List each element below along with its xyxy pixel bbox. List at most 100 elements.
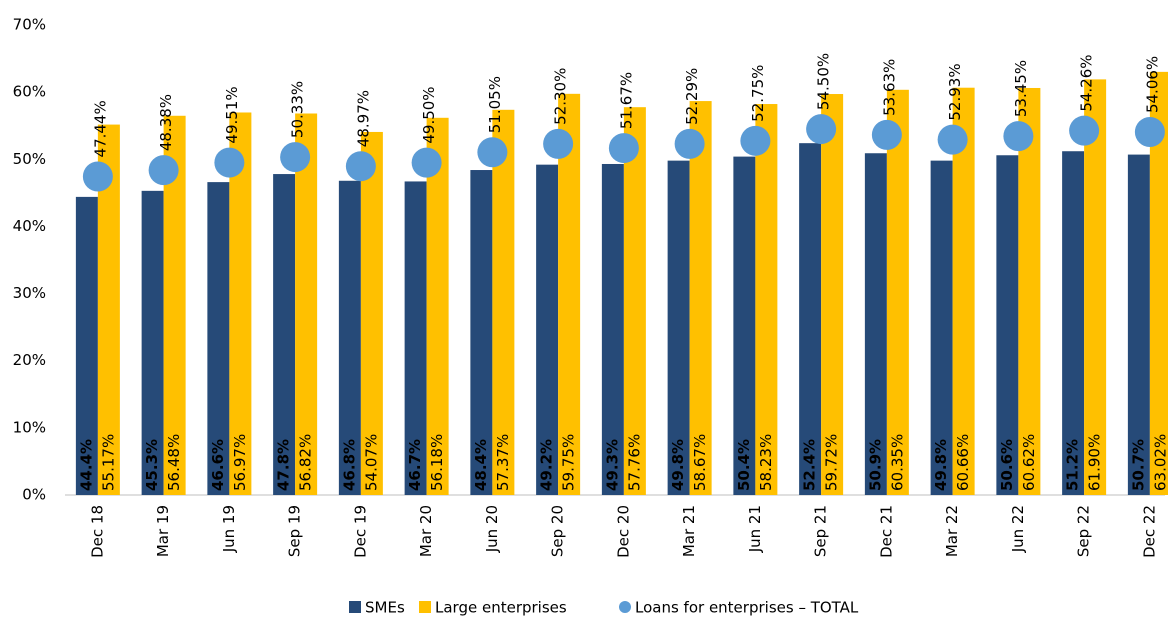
x-tick-label: Jun 20 (483, 505, 501, 553)
x-tick-label: Dec 18 (88, 505, 106, 558)
point-value-label: 48.38% (157, 94, 175, 151)
bar-value-label: 60.66% (954, 434, 972, 491)
point-value-label: 48.97% (354, 90, 372, 147)
bar-value-label: 56.18% (428, 434, 446, 491)
legend-swatch (619, 601, 631, 613)
point-value-label: 51.67% (617, 72, 635, 129)
bar-value-label: 60.62% (1020, 434, 1038, 491)
bar (952, 87, 975, 495)
point (82, 161, 113, 192)
point (674, 128, 705, 159)
bar (1084, 79, 1107, 495)
bar (1018, 87, 1041, 495)
x-tick-label: Jun 21 (746, 505, 764, 553)
bar-value-label: 57.76% (625, 434, 643, 491)
legend-label: SMEs (365, 599, 405, 617)
legend-label: Large enterprises (435, 599, 567, 617)
point-value-label: 52.75% (749, 65, 767, 122)
legend-label: Loans for enterprises – TOTAL (635, 599, 859, 617)
point (477, 137, 508, 168)
bar (799, 143, 822, 495)
bar (886, 89, 909, 496)
y-tick-label: 0% (22, 486, 46, 504)
bar-value-label: 46.6% (209, 439, 227, 491)
bar (623, 107, 646, 495)
bar-value-label: 61.90% (1086, 434, 1104, 491)
x-tick-label: Sep 19 (286, 505, 304, 557)
bar (141, 190, 164, 496)
bar (338, 180, 361, 495)
bar-value-label: 46.7% (406, 439, 424, 491)
point-value-label: 51.05% (486, 76, 504, 133)
bar (996, 155, 1019, 495)
bar (930, 160, 953, 495)
bar (755, 104, 778, 495)
x-tick-label: Jun 19 (220, 505, 238, 553)
bar (733, 156, 756, 495)
y-tick-label: 50% (13, 150, 46, 168)
point-value-label: 52.93% (946, 63, 964, 120)
x-tick-label: Sep 22 (1075, 505, 1093, 557)
x-tick-label: Dec 20 (614, 505, 632, 558)
bar-value-label: 49.2% (538, 439, 556, 491)
bar (1062, 151, 1085, 495)
point (1134, 117, 1165, 148)
bar (207, 182, 230, 495)
point-value-label: 52.30% (552, 68, 570, 125)
bar-value-label: 50.6% (998, 439, 1016, 491)
point (214, 147, 245, 178)
bar (470, 170, 493, 495)
x-tick-label: Mar 22 (943, 505, 961, 557)
bar (1127, 154, 1150, 496)
bar (273, 174, 296, 496)
bar (360, 131, 383, 496)
point-value-label: 49.51% (223, 86, 241, 143)
x-tick-label: Dec 22 (1140, 505, 1158, 558)
x-tick-label: Sep 21 (812, 505, 830, 557)
bar-value-label: 45.3% (143, 439, 161, 491)
point-value-label: 54.06% (1143, 56, 1161, 113)
bar-value-label: 58.23% (757, 434, 775, 491)
x-tick-label: Mar 20 (417, 505, 435, 557)
point (608, 133, 639, 164)
point-value-label: 54.26% (1078, 54, 1096, 111)
bar (1149, 71, 1168, 495)
bar-value-label: 49.8% (669, 439, 687, 491)
x-tick-label: Dec 21 (877, 505, 895, 558)
bar-value-label: 56.97% (231, 434, 249, 491)
point-value-label: 52.29% (683, 68, 701, 125)
point (345, 151, 376, 182)
bar-value-label: 50.9% (866, 439, 884, 491)
bar-value-label: 59.75% (560, 434, 578, 491)
point-value-label: 47.44% (91, 100, 109, 157)
point-value-label: 49.50% (420, 86, 438, 143)
point (806, 114, 837, 145)
legend-swatch (419, 601, 431, 613)
x-tick-label: Dec 19 (351, 505, 369, 558)
bar (97, 124, 120, 495)
bar-value-label: 48.4% (472, 439, 490, 491)
bar-value-label: 51.2% (1064, 439, 1082, 491)
bar-value-label: 56.82% (297, 434, 315, 491)
bar-value-label: 44.4% (77, 439, 95, 491)
bar (426, 117, 449, 495)
point (740, 125, 771, 156)
y-tick-label: 20% (13, 351, 46, 369)
y-tick-label: 60% (13, 83, 46, 101)
bar-value-label: 46.8% (340, 439, 358, 491)
y-tick-label: 70% (13, 16, 46, 34)
point-value-label: 53.45% (1012, 60, 1030, 117)
bar (864, 153, 887, 495)
bar (689, 101, 712, 495)
point-value-label: 54.50% (815, 53, 833, 110)
x-tick-label: Sep 20 (549, 505, 567, 557)
bar (667, 160, 690, 495)
bar-value-label: 56.48% (165, 434, 183, 491)
y-tick-label: 30% (13, 284, 46, 302)
bar-value-label: 50.4% (735, 439, 753, 491)
bar (75, 196, 98, 495)
bar-value-label: 47.8% (275, 439, 293, 491)
bar (821, 94, 844, 495)
bar (536, 164, 559, 495)
